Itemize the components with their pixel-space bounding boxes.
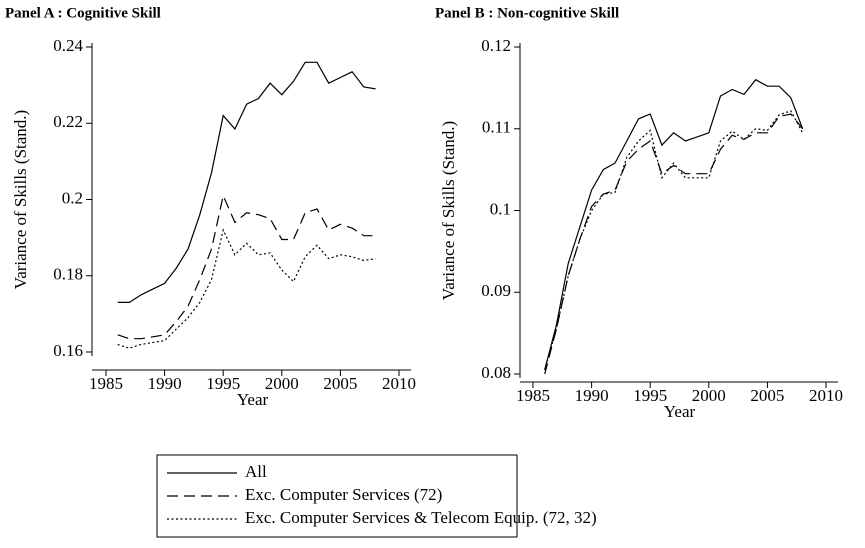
line-series: [544, 110, 804, 371]
y-tick-label: 0.09: [481, 281, 511, 300]
y-tick-label: 0.11: [482, 118, 511, 137]
y-tick-label: 0.08: [481, 363, 511, 382]
x-tick-label: 1985: [516, 386, 550, 405]
line-series: [117, 228, 376, 349]
x-tick-label: 2010: [809, 386, 843, 405]
legend-label: All: [245, 462, 267, 481]
line-series: [544, 78, 804, 371]
panel-title: Panel B : Non-cognitive Skill: [435, 5, 619, 21]
legend: All Exc. Computer Services (72) Exc. Compu…: [156, 454, 597, 538]
x-tick-label: 2005: [323, 374, 357, 393]
legend-box: [156, 454, 518, 538]
y-axis-label: Variance of Skills (Stand.): [11, 110, 30, 289]
x-tick-label: 2010: [382, 374, 416, 393]
x-tick-label: 1995: [633, 386, 667, 405]
x-axis-label: Year: [237, 390, 269, 409]
x-tick-label: 1995: [206, 374, 240, 393]
line-series: [117, 193, 376, 340]
y-axis-label: Variance of Skills (Stand.): [439, 121, 458, 300]
y-tick-label: 0.18: [53, 265, 83, 284]
y-tick-label: 0.22: [53, 112, 83, 131]
legend-label: Exc. Computer Services & Telecom Equip. …: [245, 508, 597, 527]
x-axis-label: Year: [664, 402, 696, 421]
line-series: [544, 113, 804, 375]
line-series: [117, 61, 376, 303]
x-tick-label: 1985: [89, 374, 123, 393]
x-tick-label: 2005: [750, 386, 784, 405]
x-tick-label: 2000: [692, 386, 726, 405]
y-tick-label: 0.1: [490, 199, 511, 218]
x-tick-label: 1990: [148, 374, 182, 393]
x-tick-label: 1990: [575, 386, 609, 405]
panel-title: Panel A : Cognitive Skill: [5, 5, 161, 21]
legend-label: Exc. Computer Services (72): [245, 485, 442, 504]
y-tick-label: 0.24: [53, 36, 83, 55]
y-tick-label: 0.12: [481, 36, 511, 55]
y-tick-label: 0.2: [62, 188, 83, 207]
y-tick-label: 0.16: [53, 341, 83, 360]
x-tick-label: 2000: [265, 374, 299, 393]
